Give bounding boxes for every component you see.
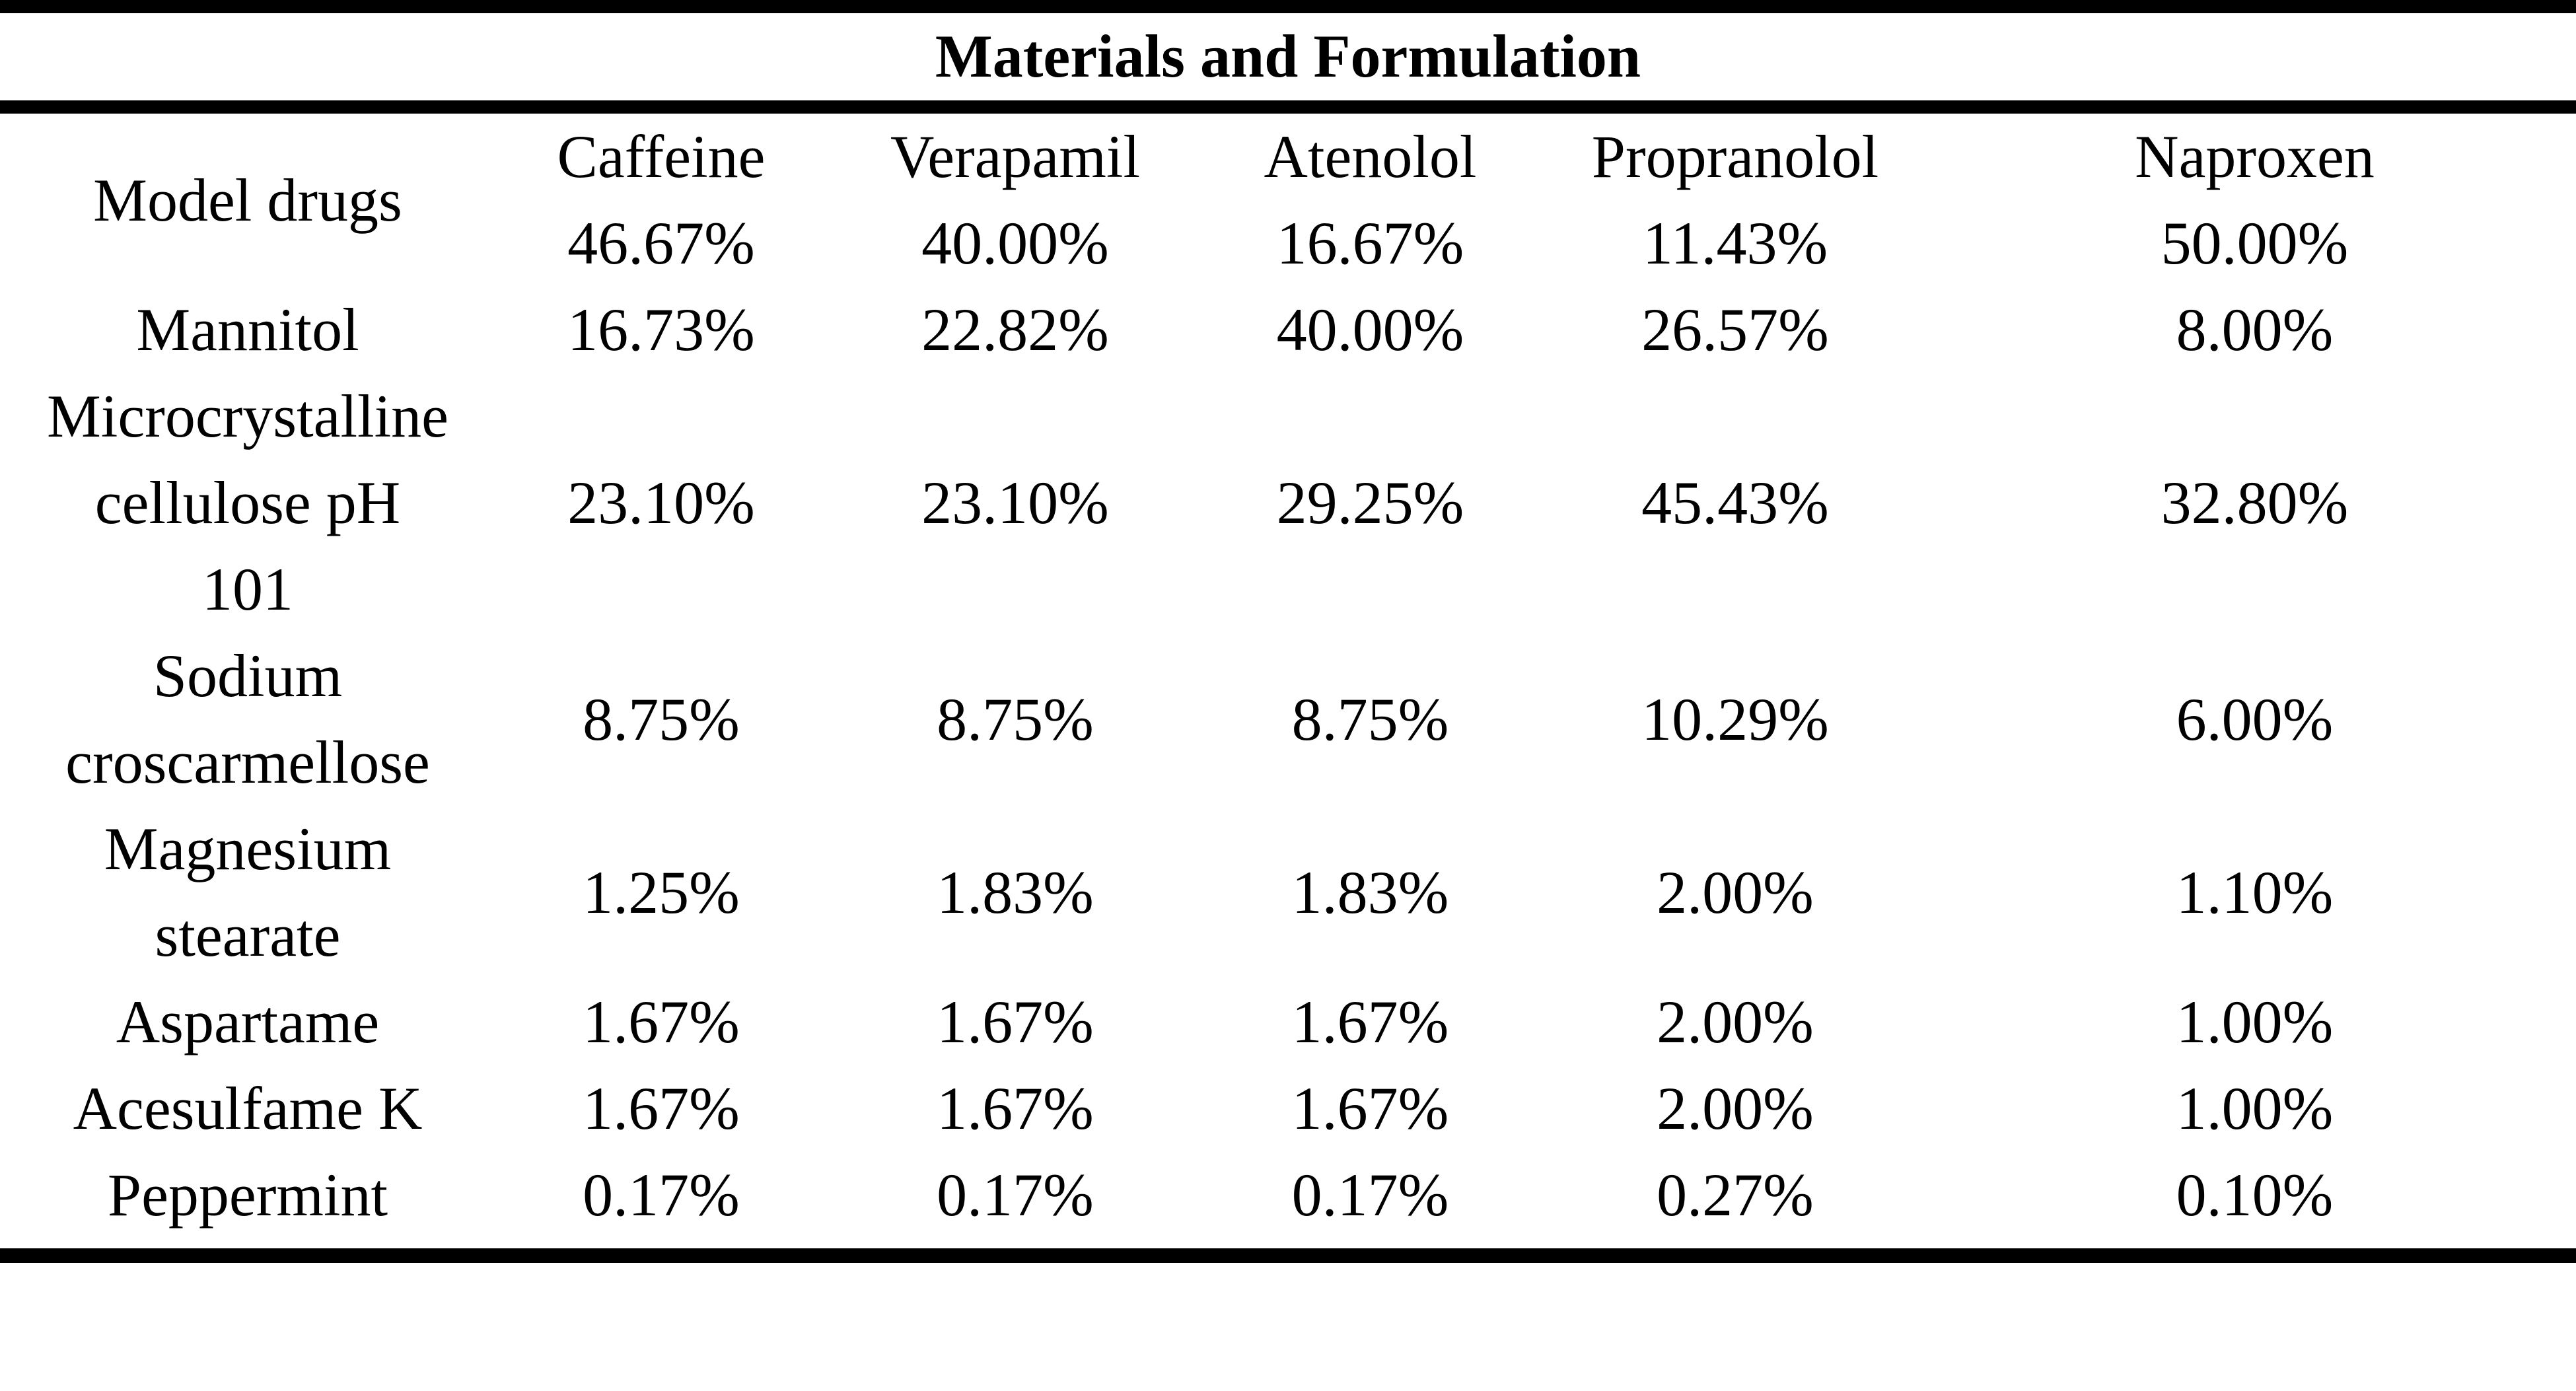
drug-name: Caffeine	[557, 123, 766, 190]
drug-column-verapamil: Verapamil 40.00%	[827, 114, 1203, 287]
cell-value: 40.00%	[1276, 296, 1464, 363]
drug-name: Naproxen	[2135, 123, 2375, 190]
table-row-acesulfame-k: Acesulfame K 1.67% 1.67% 1.67% 2.00% 1.0…	[0, 1065, 2576, 1152]
cell-value: 2.00%	[1657, 858, 1814, 926]
table-row-mannitol: Mannitol 16.73% 22.82% 40.00% 26.57% 8.0…	[0, 287, 2576, 373]
cell-value: 1.00%	[2176, 988, 2334, 1055]
drug-percentage: 16.67%	[1276, 209, 1464, 277]
cell-value: 16.73%	[567, 296, 755, 363]
cell-value: 23.10%	[567, 469, 755, 536]
row-label-line: Microcrystalline	[46, 382, 449, 450]
cell-value: 23.10%	[921, 469, 1109, 536]
cell-value: 26.57%	[1641, 296, 1829, 363]
table-row-microcrystalline-cellulose: Microcrystalline cellulose pH 101 23.10%…	[0, 373, 2576, 633]
row-label-line: 101	[202, 555, 293, 623]
cell-value: 1.00%	[2176, 1075, 2334, 1142]
table-row-magnesium-stearate: Magnesium stearate 1.25% 1.83% 1.83% 2.0…	[0, 806, 2576, 979]
cell-value: 1.10%	[2176, 858, 2334, 926]
drug-percentage: 40.00%	[921, 209, 1109, 277]
row-label: Peppermint	[107, 1161, 388, 1229]
drug-percentage: 50.00%	[2161, 209, 2349, 277]
row-label-line: croscarmellose	[65, 729, 430, 796]
row-label-line: Sodium	[153, 642, 343, 709]
cell-value: 8.75%	[1291, 685, 1449, 753]
cell-value: 1.67%	[1291, 988, 1449, 1055]
row-label: Magnesium stearate	[0, 806, 495, 979]
cell-value: 8.75%	[583, 685, 740, 753]
row-label: Mannitol	[136, 296, 359, 363]
cell-value: 1.83%	[937, 858, 1094, 926]
header-row: Model drugs Caffeine 46.67% Verapamil 40…	[0, 114, 2576, 287]
row-label-line: Magnesium	[104, 815, 392, 882]
cell-value: 1.67%	[1291, 1075, 1449, 1142]
drug-column-propranolol: Propranolol 11.43%	[1537, 114, 1933, 287]
cell-value: 8.00%	[2176, 296, 2334, 363]
drug-name: Propranolol	[1591, 123, 1879, 190]
cell-value: 0.10%	[2176, 1161, 2334, 1229]
cell-value: 0.17%	[937, 1161, 1094, 1229]
cell-value: 0.17%	[1291, 1161, 1449, 1229]
drug-column-atenolol: Atenolol 16.67%	[1203, 114, 1537, 287]
cell-value: 1.67%	[583, 1075, 740, 1142]
table-title: Materials and Formulation	[935, 22, 1641, 90]
cell-value: 2.00%	[1657, 1075, 1814, 1142]
cell-value: 0.17%	[583, 1161, 740, 1229]
table-row-peppermint: Peppermint 0.17% 0.17% 0.17% 0.27% 0.10%	[0, 1152, 2576, 1238]
drug-percentage: 46.67%	[567, 209, 755, 277]
table-row-aspartame: Aspartame 1.67% 1.67% 1.67% 2.00% 1.00%	[0, 979, 2576, 1065]
cell-value: 29.25%	[1276, 469, 1464, 536]
cell-value: 1.83%	[1291, 858, 1449, 926]
drug-percentage: 11.43%	[1642, 209, 1828, 277]
cell-value: 8.75%	[937, 685, 1094, 753]
cell-value: 1.67%	[937, 1075, 1094, 1142]
formulation-table: Model drugs Caffeine 46.67% Verapamil 40…	[0, 114, 2576, 1238]
drug-name: Atenolol	[1264, 123, 1477, 190]
drug-name: Verapamil	[890, 123, 1141, 190]
bottom-rule	[0, 1248, 2576, 1263]
row-label: Microcrystalline cellulose pH 101	[0, 373, 495, 633]
table-row-sodium-croscarmellose: Sodium croscarmellose 8.75% 8.75% 8.75% …	[0, 633, 2576, 806]
cell-value: 32.80%	[2161, 469, 2349, 536]
row-label-line: cellulose pH	[94, 469, 401, 536]
cell-value: 1.25%	[583, 858, 740, 926]
row-label: Acesulfame K	[73, 1075, 423, 1142]
row-label: Sodium croscarmellose	[0, 633, 495, 806]
top-rule	[0, 0, 2576, 13]
row-label: Model drugs	[93, 166, 402, 234]
cell-value: 2.00%	[1657, 988, 1814, 1055]
row-label-line: stearate	[155, 902, 341, 969]
cell-value: 45.43%	[1641, 469, 1829, 536]
cell-value: 22.82%	[921, 296, 1109, 363]
cell-value: 1.67%	[583, 988, 740, 1055]
cell-value: 0.27%	[1657, 1161, 1814, 1229]
row-label: Aspartame	[116, 988, 380, 1055]
drug-column-caffeine: Caffeine 46.67%	[495, 114, 827, 287]
cell-value: 10.29%	[1641, 685, 1829, 753]
drug-column-naproxen: Naproxen 50.00%	[1933, 114, 2576, 287]
cell-value: 1.67%	[937, 988, 1094, 1055]
header-rule	[0, 100, 2576, 114]
cell-value: 6.00%	[2176, 685, 2334, 753]
